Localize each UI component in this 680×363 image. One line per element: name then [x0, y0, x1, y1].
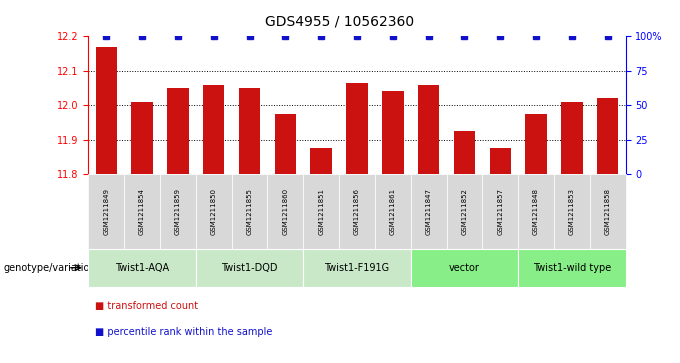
Bar: [239, 88, 260, 174]
Text: GSM1211847: GSM1211847: [426, 188, 432, 235]
Text: GSM1211861: GSM1211861: [390, 188, 396, 235]
Bar: [597, 98, 618, 174]
Text: GSM1211849: GSM1211849: [103, 188, 109, 235]
Bar: [346, 83, 368, 174]
Text: Twist1-AQA: Twist1-AQA: [115, 263, 169, 273]
Text: GSM1211858: GSM1211858: [605, 188, 611, 235]
Text: Twist1-wild type: Twist1-wild type: [532, 263, 611, 273]
Bar: [561, 102, 583, 174]
Text: ■ percentile rank within the sample: ■ percentile rank within the sample: [95, 327, 273, 337]
Bar: [167, 88, 188, 174]
Text: GSM1211852: GSM1211852: [462, 188, 467, 235]
Text: GSM1211854: GSM1211854: [139, 188, 145, 235]
Text: GSM1211860: GSM1211860: [282, 188, 288, 235]
Bar: [311, 148, 332, 174]
Text: GSM1211856: GSM1211856: [354, 188, 360, 235]
Text: GSM1211848: GSM1211848: [533, 188, 539, 235]
Text: Twist1-F191G: Twist1-F191G: [324, 263, 390, 273]
Text: GSM1211855: GSM1211855: [247, 188, 252, 235]
Bar: [131, 102, 153, 174]
Text: ■ transformed count: ■ transformed count: [95, 301, 199, 311]
Text: GDS4955 / 10562360: GDS4955 / 10562360: [265, 15, 415, 29]
Text: GSM1211857: GSM1211857: [497, 188, 503, 235]
Bar: [526, 114, 547, 174]
Text: GSM1211850: GSM1211850: [211, 188, 217, 235]
Text: GSM1211859: GSM1211859: [175, 188, 181, 235]
Bar: [96, 46, 117, 174]
Bar: [418, 85, 439, 174]
Text: vector: vector: [449, 263, 480, 273]
Bar: [490, 148, 511, 174]
Text: GSM1211851: GSM1211851: [318, 188, 324, 235]
Text: Twist1-DQD: Twist1-DQD: [221, 263, 278, 273]
Bar: [382, 91, 403, 174]
Text: genotype/variation: genotype/variation: [3, 263, 96, 273]
Bar: [203, 85, 224, 174]
Bar: [275, 114, 296, 174]
Text: GSM1211853: GSM1211853: [569, 188, 575, 235]
Bar: [454, 131, 475, 174]
